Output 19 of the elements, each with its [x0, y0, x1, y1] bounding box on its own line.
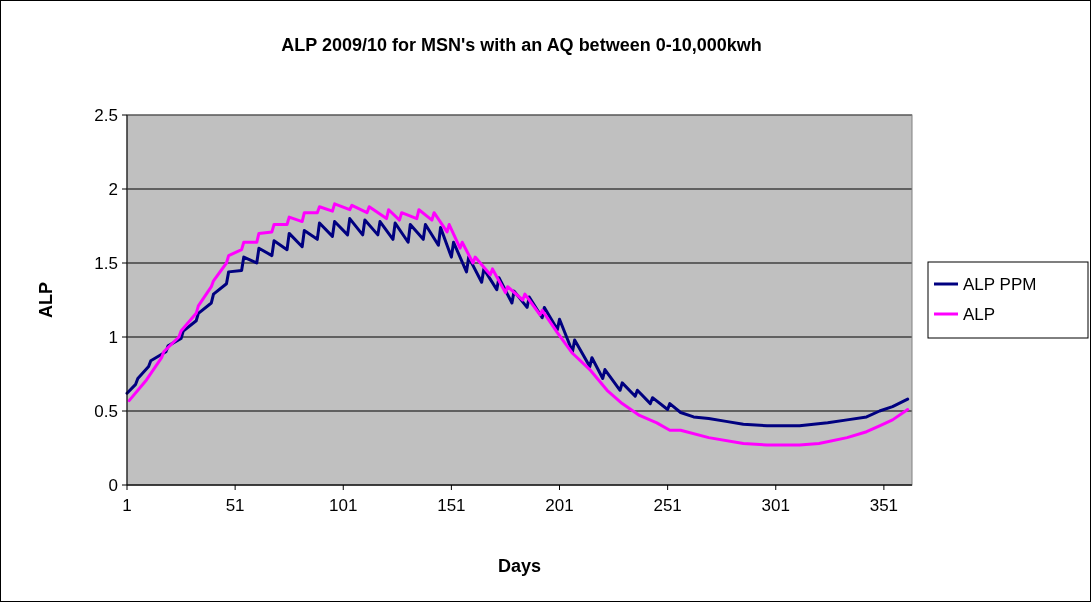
- y-tick-label: 2: [108, 179, 118, 199]
- x-tick-label: 351: [869, 496, 899, 515]
- legend-label: ALP: [963, 304, 996, 324]
- chart-title: ALP 2009/10 for MSN's with an AQ between 0-10,000kwh: [281, 35, 762, 55]
- x-tick-label: 151: [437, 496, 466, 515]
- y-axis-title: ALP: [36, 282, 56, 318]
- y-tick-label: 0: [108, 475, 118, 495]
- y-tick-label: 1.5: [94, 253, 118, 273]
- y-tick-label: 1: [108, 327, 118, 347]
- y-tick-label: 2.5: [94, 105, 118, 125]
- y-tick-label: 0.5: [94, 401, 118, 421]
- x-tick-label: 1: [122, 496, 132, 515]
- legend-label: ALP PPM: [963, 274, 1037, 294]
- x-tick-label: 101: [329, 496, 358, 515]
- x-tick-label: 201: [545, 496, 574, 515]
- x-axis-title: Days: [497, 556, 542, 576]
- x-tick-label: 51: [225, 496, 245, 515]
- x-tick-label: 301: [761, 496, 790, 515]
- x-tick-label: 251: [653, 496, 682, 515]
